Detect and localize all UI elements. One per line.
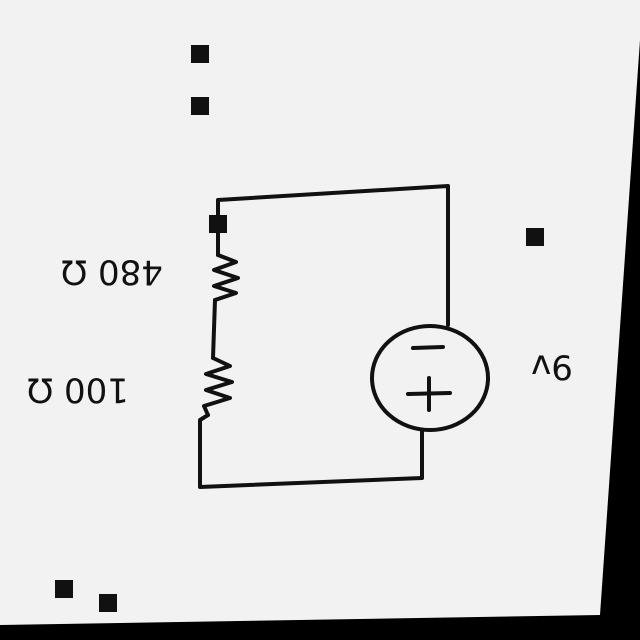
resistor-top: [212, 253, 240, 302]
resistor-bottom-label: 100 Ω: [27, 370, 129, 410]
minus-sign: [411, 345, 445, 350]
ink-mark: [191, 45, 209, 63]
wire-top: [216, 184, 450, 327]
circuit-wires: [198, 184, 450, 489]
paper-sheet: [0, 0, 640, 625]
wire-left-middle: [211, 298, 217, 360]
resistor-top-label: 480 Ω: [61, 252, 163, 292]
ink-mark: [191, 97, 209, 115]
resistor-bottom: [202, 356, 234, 417]
ink-marks: [55, 45, 544, 612]
source-label: 9v: [531, 347, 573, 387]
ink-mark: [55, 580, 73, 598]
voltage-source: [370, 324, 490, 432]
ink-mark: [99, 594, 117, 612]
source-circle: [370, 324, 490, 432]
wire-left-lower: [198, 413, 424, 489]
ink-mark: [526, 228, 544, 246]
